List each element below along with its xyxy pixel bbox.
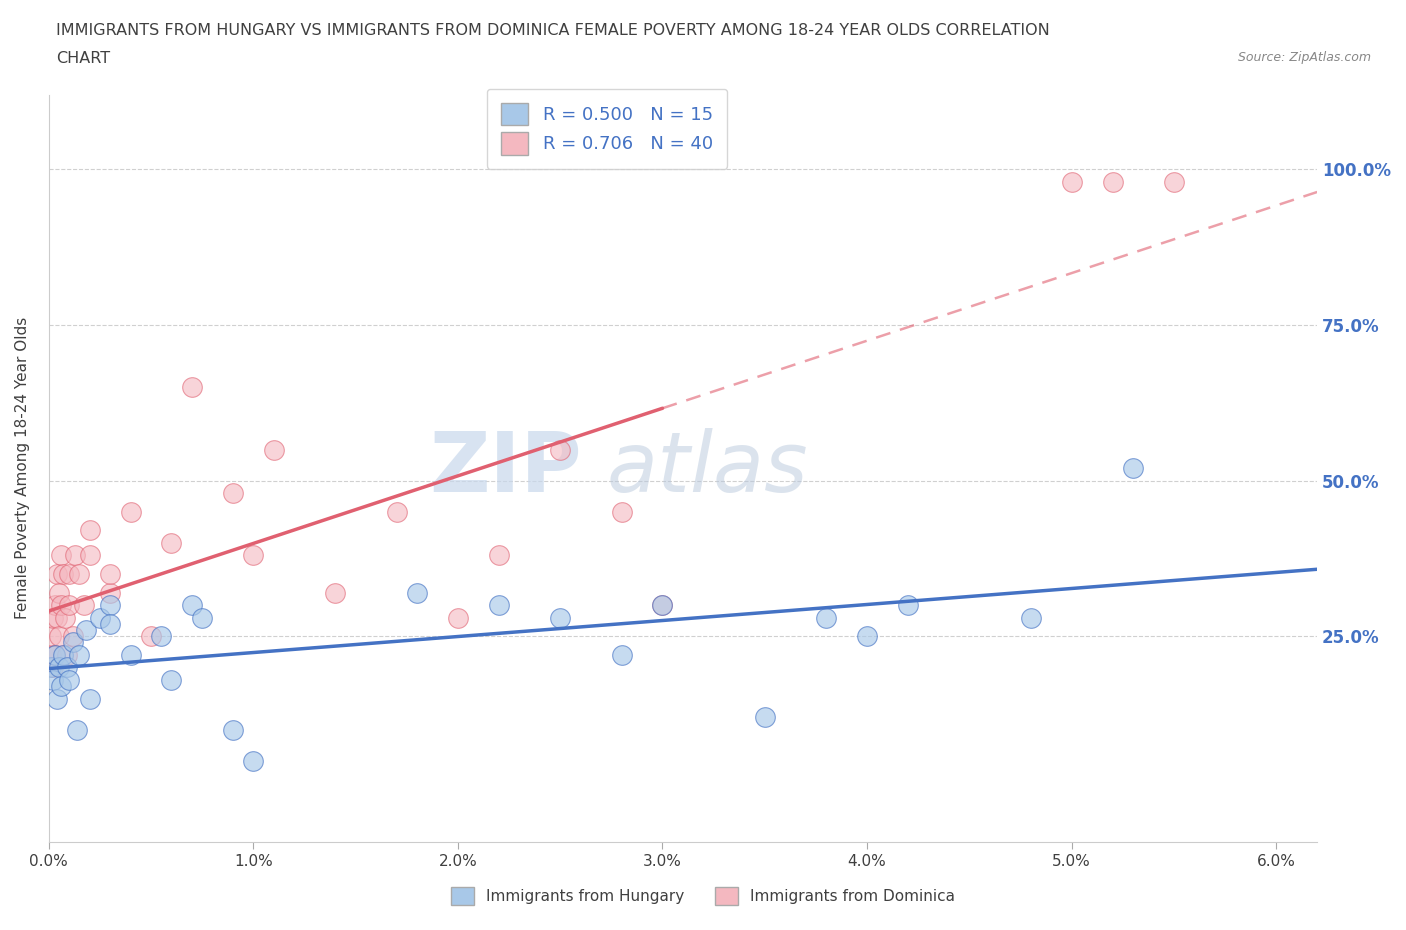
Point bbox=[98, 566, 121, 581]
Point bbox=[62, 635, 84, 650]
Point bbox=[58, 598, 80, 613]
Point bbox=[52, 566, 75, 581]
Point bbox=[44, 647, 66, 662]
Point bbox=[191, 610, 214, 625]
Point bbox=[79, 523, 101, 538]
Point bbox=[651, 598, 673, 613]
Point bbox=[79, 548, 101, 563]
Point bbox=[385, 504, 408, 519]
Legend: R = 0.500   N = 15, R = 0.706   N = 40: R = 0.500 N = 15, R = 0.706 N = 40 bbox=[486, 88, 727, 169]
Point bbox=[488, 548, 510, 563]
Point bbox=[856, 629, 879, 644]
Point bbox=[53, 610, 76, 625]
Text: IMMIGRANTS FROM HUNGARY VS IMMIGRANTS FROM DOMINICA FEMALE POVERTY AMONG 18-24 Y: IMMIGRANTS FROM HUNGARY VS IMMIGRANTS FR… bbox=[56, 23, 1050, 38]
Point bbox=[1060, 175, 1083, 190]
Point bbox=[72, 598, 94, 613]
Point bbox=[1163, 175, 1185, 190]
Point bbox=[44, 647, 66, 662]
Point bbox=[651, 598, 673, 613]
Y-axis label: Female Poverty Among 18-24 Year Olds: Female Poverty Among 18-24 Year Olds bbox=[15, 317, 30, 619]
Point bbox=[67, 566, 90, 581]
Point bbox=[610, 647, 633, 662]
Point bbox=[897, 598, 920, 613]
Point bbox=[48, 660, 70, 675]
Point bbox=[56, 660, 79, 675]
Point bbox=[488, 598, 510, 613]
Point bbox=[139, 629, 162, 644]
Point bbox=[42, 660, 65, 675]
Point bbox=[160, 672, 183, 687]
Point bbox=[181, 379, 204, 394]
Point bbox=[323, 585, 346, 600]
Point bbox=[39, 660, 62, 675]
Text: CHART: CHART bbox=[56, 51, 110, 66]
Point bbox=[263, 442, 285, 457]
Point bbox=[242, 753, 264, 768]
Point bbox=[79, 691, 101, 706]
Point bbox=[181, 598, 204, 613]
Text: atlas: atlas bbox=[607, 428, 808, 509]
Text: Source: ZipAtlas.com: Source: ZipAtlas.com bbox=[1237, 51, 1371, 64]
Point bbox=[48, 629, 70, 644]
Legend: Immigrants from Hungary, Immigrants from Dominica: Immigrants from Hungary, Immigrants from… bbox=[439, 874, 967, 918]
Point bbox=[160, 536, 183, 551]
Point bbox=[65, 548, 87, 563]
Point bbox=[42, 672, 65, 687]
Point bbox=[150, 629, 173, 644]
Point bbox=[39, 647, 62, 662]
Point bbox=[49, 598, 72, 613]
Point bbox=[242, 548, 264, 563]
Point bbox=[120, 504, 142, 519]
Point bbox=[447, 610, 470, 625]
Point bbox=[120, 647, 142, 662]
Point bbox=[222, 723, 245, 737]
Point bbox=[548, 442, 571, 457]
Point bbox=[1019, 610, 1042, 625]
Text: ZIP: ZIP bbox=[429, 428, 582, 509]
Point bbox=[58, 566, 80, 581]
Point bbox=[62, 629, 84, 644]
Point bbox=[67, 647, 90, 662]
Point bbox=[754, 710, 776, 724]
Point bbox=[98, 598, 121, 613]
Point bbox=[89, 610, 111, 625]
Point bbox=[815, 610, 838, 625]
Point bbox=[45, 610, 67, 625]
Point bbox=[44, 598, 66, 613]
Point bbox=[98, 617, 121, 631]
Point bbox=[610, 504, 633, 519]
Point bbox=[75, 622, 97, 637]
Point bbox=[98, 585, 121, 600]
Point bbox=[58, 672, 80, 687]
Point bbox=[48, 585, 70, 600]
Point bbox=[45, 566, 67, 581]
Point bbox=[548, 610, 571, 625]
Point bbox=[49, 679, 72, 694]
Point bbox=[1122, 460, 1144, 475]
Point bbox=[1101, 175, 1123, 190]
Point bbox=[56, 647, 79, 662]
Point bbox=[42, 610, 65, 625]
Point bbox=[52, 647, 75, 662]
Point bbox=[406, 585, 429, 600]
Point bbox=[39, 629, 62, 644]
Point bbox=[49, 548, 72, 563]
Point bbox=[222, 485, 245, 500]
Point bbox=[45, 691, 67, 706]
Point bbox=[66, 723, 89, 737]
